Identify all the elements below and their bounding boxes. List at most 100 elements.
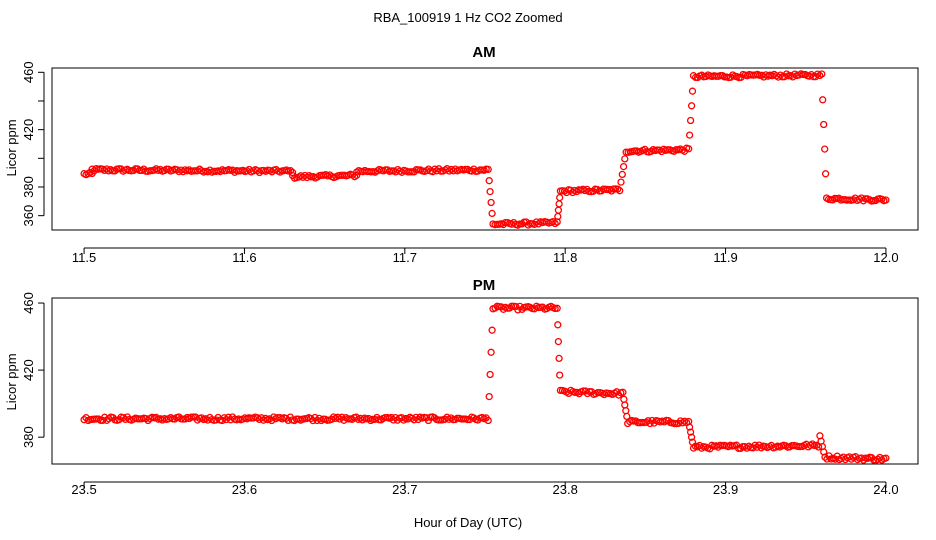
am-plot-frame	[51, 67, 919, 231]
pm-data-point	[253, 414, 261, 422]
am-y-tick-label: 460	[21, 61, 36, 83]
pm-data-point	[400, 416, 408, 424]
am-data-point	[685, 145, 693, 153]
am-transition-point	[554, 206, 563, 214]
am-transition-point	[618, 170, 626, 179]
pm-transition-point	[488, 326, 496, 334]
pm-data-point	[859, 456, 868, 464]
pm-transition-point	[485, 392, 493, 401]
pm-y-axis: 380 420 460	[21, 292, 45, 448]
x-axis-title: Hour of Day (UTC)	[414, 515, 522, 530]
pm-data-point	[222, 415, 230, 424]
pm-y-tick-label: 420	[21, 359, 36, 381]
pm-transition-point	[820, 448, 828, 456]
am-data-point	[549, 218, 557, 226]
am-transition-point	[685, 131, 694, 139]
am-data-point	[818, 70, 826, 78]
am-transition-point	[688, 87, 697, 95]
am-data-point	[431, 165, 439, 173]
pm-data-point	[553, 304, 561, 312]
pm-y-tick-label: 380	[21, 426, 36, 448]
am-transition-point	[819, 96, 827, 104]
am-x-tick-label: 11.8	[553, 250, 577, 265]
pm-y-axis-label: Licor ppm	[4, 353, 19, 410]
am-x-tick-label: 12.0	[873, 250, 898, 265]
am-x-tick-label: 11.5	[72, 250, 96, 265]
pm-transition-point	[487, 348, 495, 356]
pm-data-point	[814, 443, 823, 451]
pm-transition-point	[554, 321, 562, 329]
pm-x-tick-label: 23.7	[392, 482, 417, 497]
pm-data-point	[307, 414, 315, 423]
pm-data-point	[220, 414, 228, 422]
pm-transition-point	[623, 412, 631, 421]
pm-y-tick-label: 460	[21, 292, 36, 314]
am-transition-point	[820, 120, 828, 129]
pm-plot-frame	[51, 297, 919, 465]
pm-transition-point	[688, 438, 697, 446]
pm-data-point	[152, 413, 160, 422]
pm-x-tick-label: 23.8	[553, 482, 578, 497]
figure-title: RBA_100919 1 Hz CO2 Zoomed	[373, 10, 562, 25]
am-panel-title: AM	[472, 44, 495, 61]
am-panel: AM Licor ppm 11.5 11.6 11.7 11.8 11.9 12.0 36…	[4, 44, 919, 265]
am-x-tick-label: 11.9	[713, 250, 737, 265]
am-transition-point	[621, 155, 629, 163]
am-data-point	[406, 168, 414, 176]
pm-data-point	[175, 413, 183, 421]
pm-x-tick-label: 24.0	[873, 482, 898, 497]
am-data-point	[573, 187, 581, 196]
pm-transition-point	[621, 401, 629, 409]
pm-transition-point	[486, 370, 494, 379]
am-data-point	[616, 187, 624, 195]
am-data-point	[782, 70, 791, 78]
am-transition-point	[488, 209, 496, 218]
pm-data-points	[80, 302, 890, 465]
pm-panel: PM Licor ppm 23.5 23.6 23.7 23.8 23.9 24.0 38…	[4, 277, 919, 497]
pm-data-point	[751, 441, 759, 449]
pm-x-axis: 23.5 23.6 23.7 23.8 23.9 24.0	[71, 481, 899, 497]
pm-transition-point	[685, 423, 694, 431]
am-transition-point	[821, 145, 829, 153]
am-transition-point	[556, 193, 564, 202]
am-transition-point	[487, 198, 495, 207]
am-data-point	[882, 196, 890, 204]
am-data-point	[90, 167, 98, 175]
am-y-tick-label: 360	[21, 205, 36, 227]
pm-data-point	[443, 413, 451, 421]
pm-transition-point	[556, 371, 564, 379]
pm-data-point	[594, 388, 602, 397]
am-data-point	[614, 185, 622, 193]
pm-transition-point	[687, 433, 696, 441]
am-data-point	[179, 168, 187, 176]
pm-panel-title: PM	[473, 277, 496, 294]
pm-transition-point	[620, 395, 628, 403]
am-data-point	[534, 220, 543, 228]
pm-x-tick-label: 23.6	[232, 482, 257, 497]
pm-data-point	[882, 454, 890, 462]
am-data-point	[607, 187, 616, 195]
am-transition-point	[617, 178, 625, 186]
am-y-axis: 360 380 420 460	[21, 61, 45, 227]
pm-x-tick-label: 23.9	[713, 482, 738, 497]
pm-transition-point	[555, 354, 563, 363]
am-data-points	[80, 70, 890, 229]
am-data-point	[173, 166, 181, 174]
pm-x-tick-label: 23.5	[71, 482, 96, 497]
am-x-tick-label: 11.7	[393, 250, 417, 265]
am-data-point	[102, 165, 111, 173]
am-transition-point	[686, 116, 695, 125]
am-y-tick-label: 380	[21, 176, 36, 198]
am-data-point	[111, 167, 119, 175]
pm-transition-point	[554, 337, 563, 346]
am-data-point	[410, 168, 418, 176]
am-transition-point	[485, 177, 493, 185]
pm-data-point	[352, 413, 360, 421]
am-transition-point	[555, 200, 563, 208]
am-data-point	[569, 188, 577, 197]
am-y-tick-label: 420	[21, 119, 36, 141]
am-data-point	[152, 165, 160, 173]
pm-data-point	[507, 302, 516, 310]
pm-transition-point	[686, 428, 695, 436]
